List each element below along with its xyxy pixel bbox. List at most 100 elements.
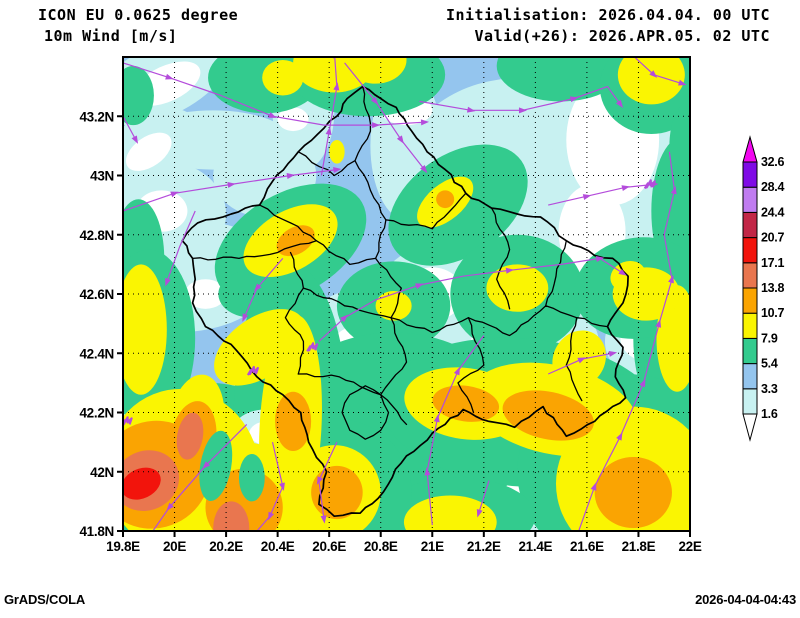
streamline-arrowhead bbox=[670, 185, 677, 195]
colorbar-over-arrow bbox=[742, 135, 758, 163]
streamline-arrowhead bbox=[595, 256, 605, 262]
colorbar-label: 10.7 bbox=[761, 306, 784, 320]
streamline bbox=[344, 62, 425, 170]
streamline-arrowhead bbox=[396, 135, 404, 144]
municipality-border bbox=[545, 240, 567, 307]
streamline-arrowhead bbox=[415, 283, 424, 290]
streamline-arrowhead bbox=[616, 432, 623, 441]
colorbar-label: 3.3 bbox=[761, 382, 778, 396]
country-outline bbox=[181, 85, 629, 518]
streamline bbox=[257, 441, 284, 530]
streamline-arrowhead bbox=[433, 414, 440, 423]
municipality-border bbox=[297, 373, 382, 396]
lon-tick-label: 21.8E bbox=[622, 539, 656, 554]
municipality-border bbox=[302, 287, 392, 319]
streamline-arrowhead bbox=[227, 181, 236, 188]
streamline-arrowhead bbox=[165, 277, 171, 287]
colorbar-band bbox=[742, 363, 758, 390]
streamline bbox=[548, 183, 654, 206]
streamline-arrowhead bbox=[466, 106, 476, 113]
colorbar-band bbox=[742, 262, 758, 289]
wind-speed-blob bbox=[124, 65, 154, 126]
colorbar-band bbox=[742, 237, 758, 264]
streamline-arrowhead bbox=[325, 126, 332, 136]
colorbar-label: 20.7 bbox=[761, 231, 784, 245]
colorbar-label: 5.4 bbox=[761, 357, 778, 371]
wind-speed-blob bbox=[436, 190, 455, 209]
wind-speed-blob bbox=[594, 456, 672, 529]
lon-tick-label: 20.8E bbox=[364, 539, 398, 554]
wind-speed-blob bbox=[612, 267, 680, 321]
lat-tick-label: 42.6N bbox=[79, 287, 114, 302]
streamline-arrowhead bbox=[420, 119, 430, 126]
lon-tick-label: 20E bbox=[163, 539, 186, 554]
streamline-scribble bbox=[246, 365, 259, 376]
streamline-arrowhead bbox=[582, 194, 592, 200]
lon-tick-label: 21.6E bbox=[570, 539, 604, 554]
lat-tick-label: 43N bbox=[90, 169, 114, 184]
colorbar-label: 7.9 bbox=[761, 331, 778, 345]
municipality-border bbox=[390, 305, 609, 337]
wind-speed-blob bbox=[176, 412, 204, 460]
wind-speed-blob bbox=[496, 58, 626, 102]
lon-tick-label: 21.2E bbox=[467, 539, 501, 554]
lat-tick-label: 42.2N bbox=[79, 406, 114, 421]
municipality-border bbox=[380, 317, 408, 426]
colorbar-label: 17.1 bbox=[761, 256, 784, 270]
lat-tick-label: 41.8N bbox=[79, 524, 114, 539]
streamline-scribble bbox=[643, 179, 656, 189]
streamline-arrowhead bbox=[146, 532, 153, 540]
streamline-arrowhead bbox=[569, 96, 579, 103]
streamline bbox=[152, 423, 248, 530]
streamline-arrowhead bbox=[279, 482, 285, 491]
streamline-scribble bbox=[306, 342, 319, 352]
streamline-arrowhead bbox=[453, 366, 460, 376]
colorbar-label: 1.6 bbox=[761, 407, 778, 421]
streamline-arrowhead bbox=[621, 185, 630, 192]
municipality-border bbox=[315, 240, 377, 266]
colorbar-band bbox=[742, 211, 758, 239]
lon-tick-label: 22E bbox=[678, 539, 701, 554]
valid-time: Valid(+26): 2026.APR.05. 02 UTC bbox=[474, 27, 770, 45]
streamline-arrowhead bbox=[668, 274, 674, 284]
wind-speed-blob bbox=[184, 279, 227, 309]
streamline-arrowhead bbox=[165, 73, 174, 80]
wind-speed-blob bbox=[214, 309, 306, 386]
wind-speed-blob bbox=[124, 264, 167, 395]
streamline bbox=[124, 116, 137, 141]
colorbar-band bbox=[742, 337, 758, 365]
streamline-arrowhead bbox=[505, 267, 515, 274]
grid bbox=[124, 58, 689, 530]
streamline-arrowhead bbox=[371, 96, 379, 105]
wind-speed-blob bbox=[344, 58, 407, 84]
colorbar-band bbox=[742, 287, 758, 314]
streamline-arrowhead bbox=[618, 268, 627, 276]
kosovo-borders bbox=[181, 85, 629, 518]
init-time: Initialisation: 2026.04.04. 00 UTC bbox=[445, 6, 770, 24]
colorbar-label: 24.4 bbox=[761, 205, 784, 219]
streamline-arrowhead bbox=[333, 167, 342, 173]
colorbar-band bbox=[742, 388, 758, 415]
municipality-border bbox=[385, 192, 467, 230]
streamline-arrowhead bbox=[254, 283, 262, 292]
wind-speed-blob bbox=[311, 465, 363, 520]
streamline-arrowhead bbox=[268, 511, 275, 521]
grads-credit: GrADS/COLA bbox=[4, 592, 86, 607]
wind-speed-blob bbox=[262, 59, 304, 96]
streamlines bbox=[124, 58, 687, 540]
wind-speed-blob bbox=[669, 101, 689, 191]
streamline-arrowhead bbox=[268, 112, 277, 118]
municipality-border bbox=[297, 151, 356, 177]
streamline-arrowhead bbox=[333, 82, 340, 91]
streamline-arrowhead bbox=[518, 107, 527, 114]
colorbar-under-arrow bbox=[742, 413, 758, 442]
streamline-arrowhead bbox=[615, 99, 624, 109]
streamline-arrowhead bbox=[242, 313, 249, 322]
colorbar: 1.6 3.3 5.4 7.9 10.7 13.8 17.1 20.7 24.4 28.4 32.6 bbox=[742, 135, 785, 442]
municipality-border bbox=[374, 219, 402, 319]
lat-tick-label: 42.4N bbox=[79, 346, 114, 361]
colorbar-band bbox=[742, 312, 758, 339]
wind-speed-blob bbox=[502, 390, 594, 441]
streamline bbox=[318, 257, 624, 342]
field-title: 10m Wind [m/s] bbox=[44, 27, 178, 45]
